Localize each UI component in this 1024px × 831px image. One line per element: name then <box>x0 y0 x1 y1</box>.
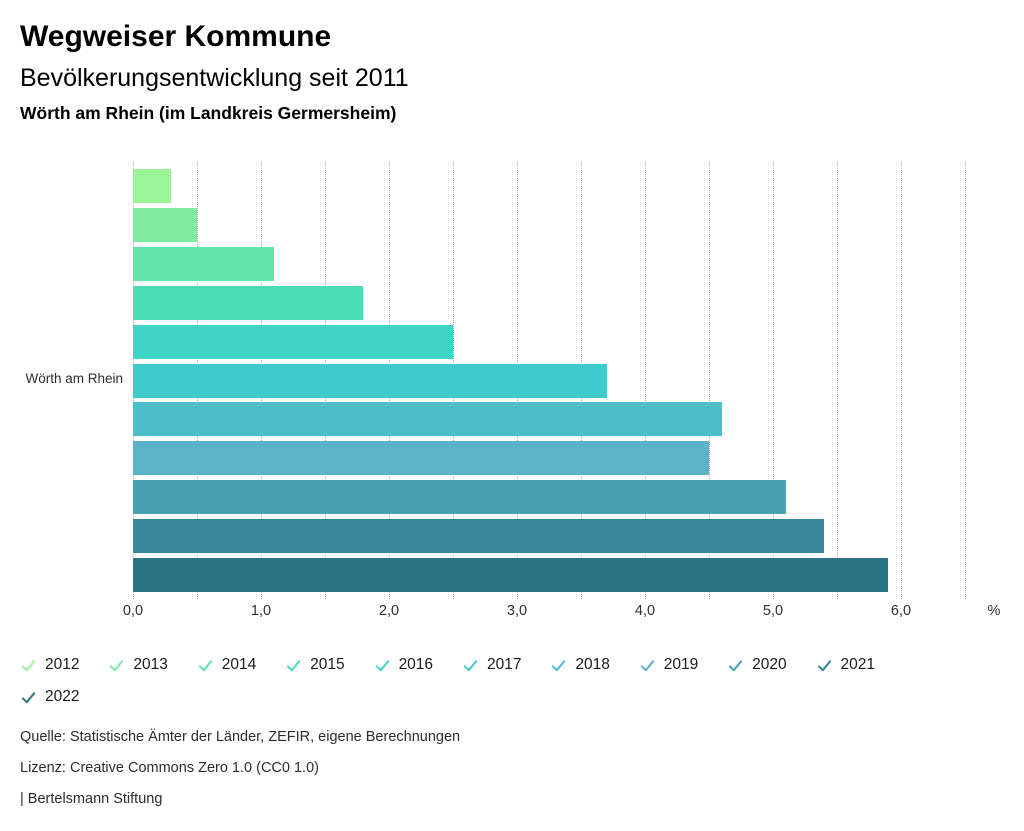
legend-item-2018[interactable]: 2018 <box>550 656 638 674</box>
legend-item-2015[interactable]: 2015 <box>285 656 373 674</box>
legend-item-2016[interactable]: 2016 <box>374 656 462 674</box>
legend-item-2019[interactable]: 2019 <box>639 656 727 674</box>
bar-2022[interactable] <box>133 558 889 592</box>
bar-2020[interactable] <box>133 480 786 515</box>
check-icon <box>21 691 36 703</box>
legend-year-label: 2019 <box>663 656 699 673</box>
chart-title: Bevölkerungsentwicklung seit 2011 <box>20 64 409 92</box>
x-tick-label-0,0: 0,0 <box>122 603 144 619</box>
check-icon <box>287 659 301 671</box>
x-tick-label-3,0: 3,0 <box>506 603 528 619</box>
gridline <box>645 162 646 599</box>
region-subtitle: Wörth am Rhein (im Landkreis Germersheim… <box>20 103 397 123</box>
x-tick-label-2,0: 2,0 <box>378 603 400 619</box>
source-text: Quelle: Statistische Ämter der Länder, Z… <box>20 729 461 745</box>
x-axis: 0,0 1,0 2,0 3,0 4,0 5,0 6,0% <box>0 603 1024 623</box>
legend-year-label: 2021 <box>840 656 875 673</box>
y-axis-category-label: Wörth am Rhein <box>25 371 123 386</box>
bar-2013[interactable] <box>133 207 197 242</box>
bar-2012[interactable] <box>133 169 172 203</box>
bar-2021[interactable] <box>133 519 825 554</box>
x-tick-label-4,0: 4,0 <box>634 603 656 619</box>
legend-year-label: 2017 <box>486 656 522 673</box>
check-icon <box>728 659 743 671</box>
gridline <box>709 162 710 599</box>
legend-year-label: 2022 <box>45 688 80 705</box>
bar-2015[interactable] <box>133 285 364 320</box>
gridline <box>965 162 966 599</box>
legend-item-2020[interactable]: 2020 <box>727 656 815 674</box>
check-icon <box>21 659 36 671</box>
check-icon <box>552 659 566 671</box>
bar-2019[interactable] <box>133 441 709 476</box>
attribution-text: | Bertelsmann Stiftung <box>20 791 163 807</box>
legend-item-2014[interactable]: 2014 <box>197 656 285 674</box>
page-title: Wegweiser Kommune <box>20 20 332 53</box>
legend-year-label: 2015 <box>310 656 345 673</box>
bar-2017[interactable] <box>133 363 607 398</box>
legend-item-2021[interactable]: 2021 <box>816 656 904 674</box>
legend-item-2012[interactable]: 2012 <box>20 656 108 674</box>
legend-item-2013[interactable]: 2013 <box>108 656 196 674</box>
legend-year-label: 2012 <box>45 656 80 673</box>
legend-year-label: 2013 <box>133 656 168 673</box>
check-icon <box>640 659 654 671</box>
x-tick-label-6,0: 6,0 <box>890 603 912 619</box>
bar-2014[interactable] <box>133 246 274 281</box>
x-tick-label-1,0: 1,0 <box>250 603 272 619</box>
check-icon <box>110 659 124 671</box>
legend-item-2022[interactable]: 2022 <box>20 688 108 706</box>
legend-year-label: 2016 <box>398 656 434 673</box>
legend-row-1: 2012 2013 2014 2015 2016 2017 2018 2019 2020 2021 <box>20 656 904 674</box>
gridline <box>837 162 838 599</box>
bar-2016[interactable] <box>133 324 453 359</box>
legend-row-2: 2022 <box>20 688 108 706</box>
legend-year-label: 2014 <box>221 656 257 673</box>
gridline <box>901 162 902 599</box>
x-axis-unit-label: % <box>987 603 1001 619</box>
legend-year-label: 2018 <box>575 656 610 673</box>
check-icon <box>198 659 212 671</box>
check-icon <box>817 659 831 671</box>
legend-year-label: 2020 <box>752 656 787 673</box>
plot-area <box>133 162 966 599</box>
x-tick-label-5,0: 5,0 <box>762 603 784 619</box>
gridline <box>773 162 774 599</box>
bar-2018[interactable] <box>133 402 722 437</box>
legend-item-2017[interactable]: 2017 <box>462 656 550 674</box>
check-icon <box>375 659 389 671</box>
check-icon <box>463 659 478 671</box>
license-text: Lizenz: Creative Commons Zero 1.0 (CC0 1… <box>20 760 319 776</box>
